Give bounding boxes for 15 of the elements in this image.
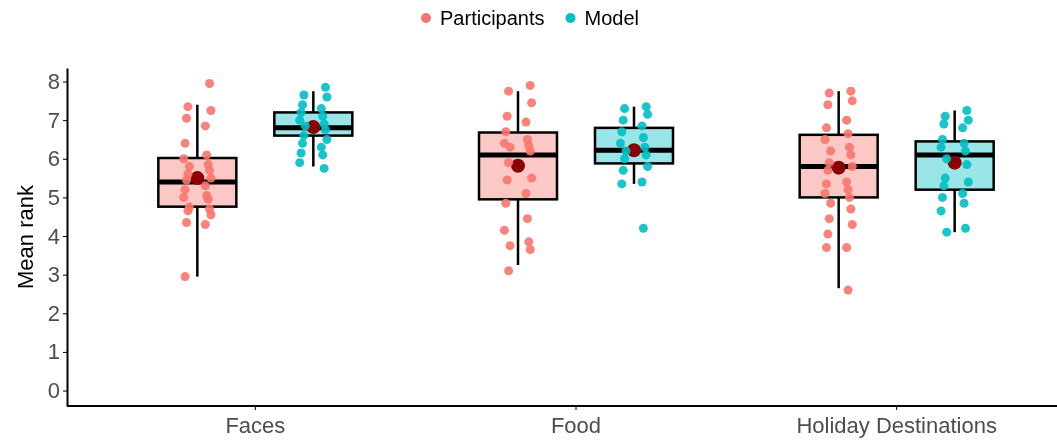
legend-label: Model [584,7,639,29]
y-tick-label: 3 [47,262,60,288]
x-tick-label: Food [550,412,602,438]
y-tick-label: 1 [47,339,60,365]
y-axis-title: Mean rank [13,184,38,289]
x-tick-label: Faces [225,412,286,438]
y-tick-label: 0 [47,378,60,404]
y-tick-label: 4 [47,223,60,249]
y-tick-label: 6 [47,146,60,172]
y-tick-label: 5 [47,184,60,210]
y-tick-label: 2 [47,300,60,326]
y-tick-label: 8 [47,69,60,95]
legend-label: Participants [440,7,545,29]
y-tick-label: 7 [47,107,60,133]
x-tick-label: Holiday Destinations [796,412,997,438]
